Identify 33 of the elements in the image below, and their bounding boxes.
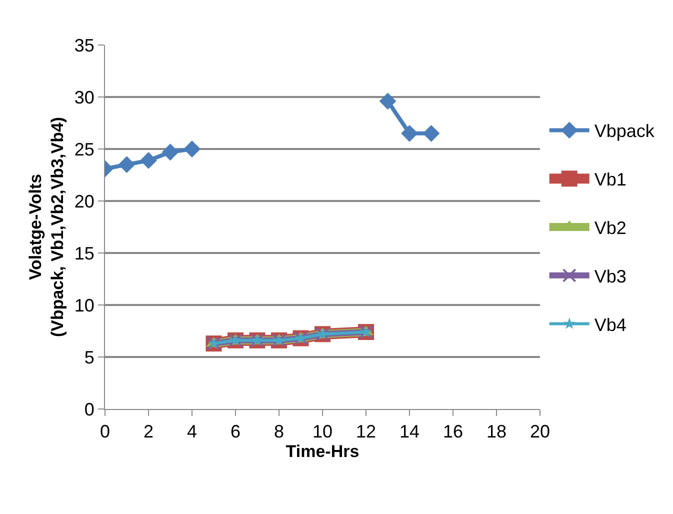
point [140, 152, 157, 169]
x-tick-label: 12 [356, 422, 376, 442]
y-axis-title: Volatge-Volts (Vbpack, Vb1,Vb2,Vb3,Vb4) [26, 116, 67, 338]
legend-label: Vb2 [594, 218, 626, 238]
x-tick-label: 14 [399, 422, 420, 442]
y-tick-label: 30 [74, 87, 94, 108]
legend-label: Vbpack [594, 121, 656, 142]
y-tick-label: 25 [74, 139, 94, 160]
x-tick-label: 6 [230, 422, 241, 442]
legend-label: Vb4 [594, 314, 626, 335]
y-tick-label: 10 [74, 295, 94, 316]
x-tick-label: 18 [486, 422, 507, 442]
y-tick-label: 0 [84, 399, 94, 420]
y-tick-label: 5 [84, 347, 94, 368]
x-tick-label: 20 [530, 422, 550, 442]
point [379, 92, 396, 110]
x-tick-label: 10 [312, 422, 333, 442]
point [184, 140, 200, 158]
legend-label: Vb3 [594, 266, 626, 286]
point [401, 124, 418, 142]
x-tick-label: 8 [274, 422, 284, 442]
point [118, 156, 136, 174]
x-tick-label: 2 [143, 422, 154, 442]
x-axis-title: Time-Hrs [286, 442, 360, 461]
y-tick-label: 15 [74, 243, 94, 264]
y-tick-label: 35 [74, 35, 94, 56]
point [422, 124, 440, 142]
point [162, 144, 179, 161]
x-tick-label: 0 [100, 422, 110, 442]
y-tick-label: 20 [74, 191, 94, 212]
x-tick-label: 16 [442, 422, 464, 442]
legend-label: Vb1 [594, 170, 626, 190]
x-tick-label: 4 [186, 422, 198, 442]
